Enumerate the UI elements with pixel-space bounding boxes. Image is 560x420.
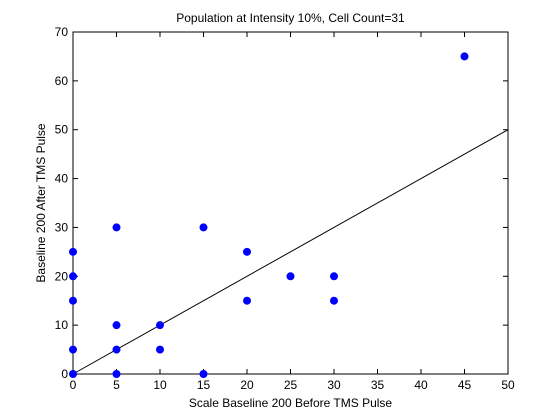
y-tick-label: 40 bbox=[55, 172, 69, 186]
chart-title: Population at Intensity 10%, Cell Count=… bbox=[176, 11, 405, 25]
y-tick-label: 0 bbox=[61, 367, 68, 381]
y-tick-label: 30 bbox=[55, 220, 69, 234]
data-point bbox=[243, 247, 251, 256]
y-tick-label: 60 bbox=[55, 74, 69, 88]
data-point bbox=[199, 223, 208, 232]
line-layer bbox=[72, 129, 509, 375]
x-tick-label: 0 bbox=[70, 378, 77, 392]
y-tick-label: 50 bbox=[55, 123, 69, 137]
data-point bbox=[156, 321, 164, 330]
data-point bbox=[112, 370, 121, 378]
x-tick-label: 50 bbox=[501, 378, 515, 392]
data-point bbox=[69, 345, 77, 354]
data-point bbox=[199, 370, 208, 378]
x-tick-label: 10 bbox=[153, 378, 167, 392]
data-point bbox=[112, 223, 121, 232]
y-axis-label: Baseline 200 After TMS Pulse bbox=[34, 123, 48, 283]
x-tick-label: 35 bbox=[371, 378, 385, 392]
reference-line bbox=[72, 129, 509, 375]
data-point bbox=[69, 370, 77, 378]
x-tick-label: 25 bbox=[284, 378, 298, 392]
x-tick-label: 30 bbox=[327, 378, 341, 392]
points-layer bbox=[69, 52, 469, 378]
data-point bbox=[286, 272, 295, 281]
data-point bbox=[69, 272, 77, 281]
data-point bbox=[330, 272, 338, 281]
plot-area bbox=[72, 31, 509, 375]
data-point bbox=[243, 296, 251, 305]
x-tick-label: 5 bbox=[113, 378, 120, 392]
x-tick-label: 40 bbox=[414, 378, 428, 392]
data-point bbox=[112, 345, 121, 354]
x-tick-label: 45 bbox=[458, 378, 472, 392]
y-tick-label: 70 bbox=[55, 25, 69, 39]
x-tick-label: 20 bbox=[240, 378, 254, 392]
ticks-layer: 0 5 10 15 20 25 30 35 40 45 50 0 10 20 30 40 50 60 70 bbox=[55, 25, 515, 392]
data-point bbox=[330, 296, 338, 305]
y-tick-label: 20 bbox=[55, 269, 69, 283]
data-point bbox=[460, 52, 469, 61]
data-point bbox=[156, 345, 164, 354]
data-point bbox=[69, 296, 77, 305]
data-point bbox=[112, 321, 121, 330]
x-axis-label: Scale Baseline 200 Before TMS Pulse bbox=[189, 396, 393, 410]
x-tick-label: 15 bbox=[197, 378, 211, 392]
data-point bbox=[69, 247, 77, 256]
y-tick-label: 10 bbox=[55, 318, 69, 332]
